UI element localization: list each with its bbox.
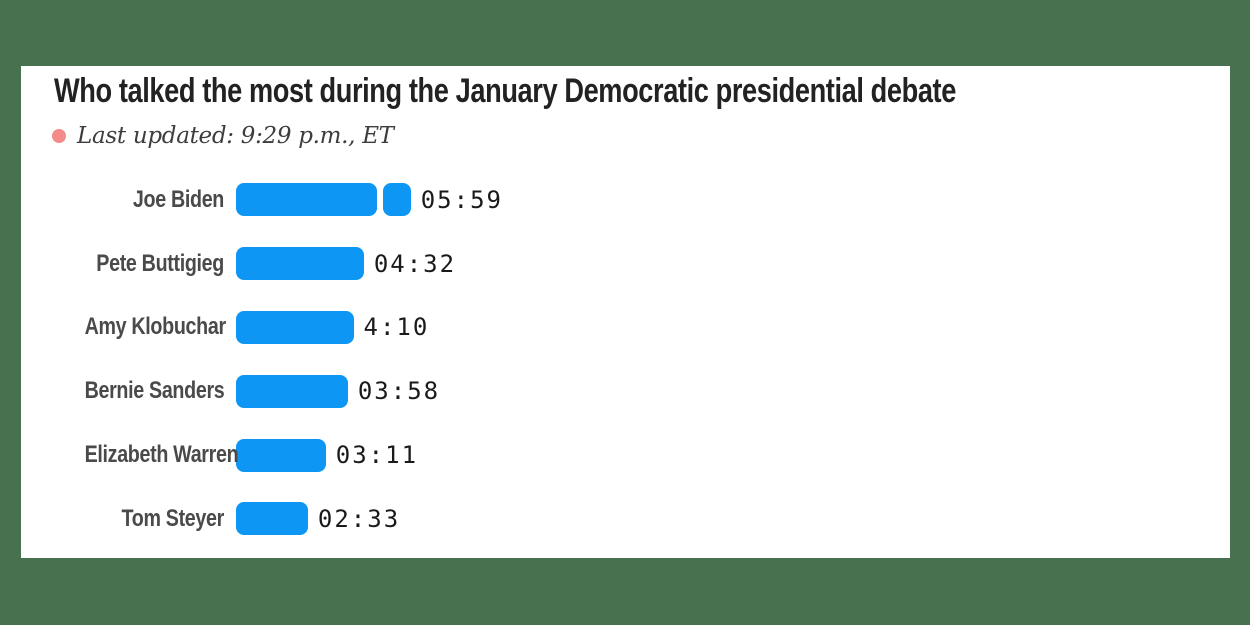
last-updated-row: Last updated: 9:29 p.m., ET <box>52 123 394 149</box>
chart-card: Who talked the most during the January D… <box>21 66 1230 558</box>
time-value: 04:32 <box>373 249 457 278</box>
candidate-label: Bernie Sanders <box>84 377 225 405</box>
chart-rows: Joe Biden 05:59 Pete Buttigieg 04:32 Amy… <box>54 168 1220 551</box>
bar-group <box>236 438 326 472</box>
bar-segment <box>236 374 348 408</box>
time-value: 03:58 <box>357 377 441 406</box>
bar-segment <box>236 310 354 344</box>
bar-group <box>236 183 411 217</box>
chart-title: Who talked the most during the January D… <box>54 72 956 110</box>
time-value: 02:33 <box>317 504 401 533</box>
bar-segment <box>236 502 308 536</box>
chart-row: Joe Biden 05:59 <box>54 168 1220 232</box>
bar-group <box>236 502 308 536</box>
candidate-label: Amy Klobuchar <box>84 313 227 341</box>
last-updated-text: Last updated: 9:29 p.m., ET <box>77 123 394 149</box>
bar-group <box>236 310 354 344</box>
time-value: 05:59 <box>420 185 503 214</box>
live-indicator-dot <box>52 129 66 143</box>
time-value: 4:10 <box>363 313 430 342</box>
chart-row: Tom Steyer 02:33 <box>54 487 1220 551</box>
chart-row: Elizabeth Warren 03:11 <box>54 423 1220 487</box>
chart-row: Bernie Sanders 03:58 <box>54 359 1220 423</box>
chart-row: Amy Klobuchar 4:10 <box>54 296 1220 360</box>
bar-group <box>236 247 364 281</box>
candidate-label: Tom Steyer <box>121 504 225 532</box>
bar-segment <box>236 183 377 217</box>
bar-segment <box>383 183 411 217</box>
chart-row: Pete Buttigieg 04:32 <box>54 232 1220 296</box>
candidate-label: Pete Buttigieg <box>96 249 224 277</box>
bar-group <box>236 374 348 408</box>
candidate-label: Joe Biden <box>132 185 224 213</box>
candidate-label: Elizabeth Warren <box>84 441 239 469</box>
bar-segment <box>236 247 364 281</box>
time-value: 03:11 <box>335 441 419 470</box>
bar-segment <box>236 438 326 472</box>
